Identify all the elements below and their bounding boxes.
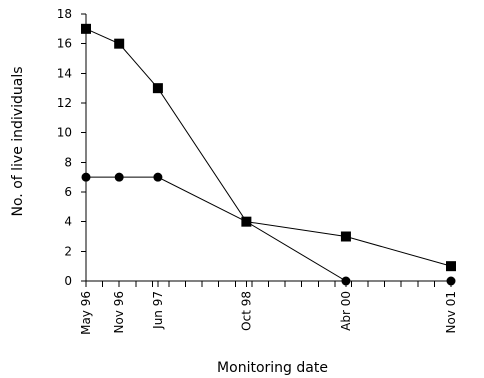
y-tick-label: 10 (57, 126, 72, 140)
x-tick-label: May 96 (79, 291, 93, 335)
y-axis: 0 2 4 6 8 10 12 14 16 18 (57, 7, 87, 288)
series-line-square (85, 28, 452, 267)
y-tick-label: 6 (64, 185, 72, 199)
data-point-circle (241, 217, 251, 227)
x-tick-label: Oct 98 (239, 291, 253, 331)
y-axis-title: No. of live individuals (10, 66, 26, 216)
data-point-square (114, 38, 125, 49)
data-point-square (81, 23, 91, 34)
x-tick-label: Nov 01 (444, 291, 458, 334)
y-tick-label: 0 (64, 274, 72, 288)
data-point-circle (153, 172, 163, 182)
data-point-circle (446, 276, 456, 286)
x-axis: May 96 Nov 96 Jun 97 Oct 98 Abr 00 Nov 01 (79, 280, 458, 335)
x-tick-label: Nov 96 (112, 291, 126, 334)
y-tick-label: 8 (64, 155, 72, 169)
y-tick-label: 18 (57, 7, 72, 21)
series-line-circle (86, 176, 451, 282)
y-tick-label: 14 (57, 66, 72, 80)
x-axis-title: Monitoring date (217, 360, 328, 376)
data-point-circle (81, 172, 91, 182)
x-tick-label: Abr 00 (339, 291, 353, 331)
data-point-square (152, 83, 163, 94)
data-point-square (446, 261, 456, 272)
data-point-circle (114, 172, 124, 182)
y-tick-label: 12 (57, 96, 72, 110)
data-point-circle (341, 276, 351, 286)
y-tick-label: 4 (64, 215, 72, 229)
x-tick-label: Jun 97 (151, 291, 165, 330)
series-layer (81, 23, 456, 286)
y-tick-label: 16 (57, 37, 72, 51)
y-tick-label: 2 (64, 244, 72, 258)
data-point-square (340, 231, 351, 242)
